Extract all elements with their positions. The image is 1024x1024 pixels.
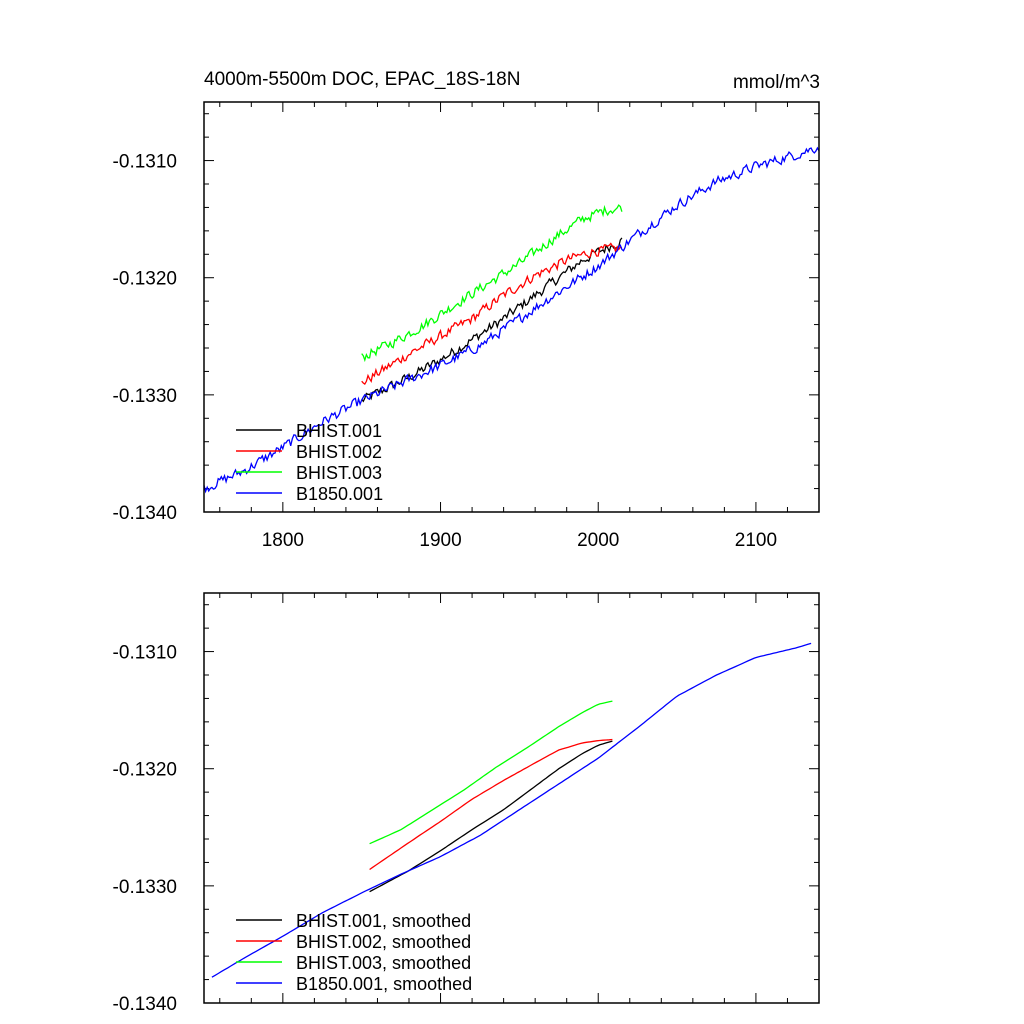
x-tick-label: 2100 [735,530,777,551]
series-line-bhist-003-smoothed [369,700,613,845]
legend-label: BHIST.002 [296,442,382,462]
x-tick-label: 2000 [577,530,619,551]
y-tick-label: -0.1330 [113,877,177,898]
series-line-b1850-001-smoothed [211,642,812,978]
legend-label: B1850.001, smoothed [296,974,472,994]
series-line-b1850-001 [203,146,820,494]
series-line-bhist-002-smoothed [369,738,613,871]
legend-label: B1850.001 [296,484,383,504]
legend-label: BHIST.001, smoothed [296,911,471,931]
plot-frame [203,101,820,513]
x-tick-label: 1900 [419,530,461,551]
legend-label: BHIST.002, smoothed [296,932,471,952]
plot-frame [203,592,820,1004]
y-tick-label: -0.1340 [113,503,177,524]
series-line-bhist-003 [361,204,623,363]
units-label: mmol/m^3 [733,72,820,93]
y-tick-label: -0.1330 [113,386,177,407]
y-tick-label: -0.1320 [113,269,177,290]
x-tick-label: 1800 [262,530,304,551]
legend-label: BHIST.001 [296,421,382,441]
series-line-bhist-001 [361,237,623,403]
y-tick-label: -0.1310 [113,152,177,173]
series-line-bhist-002 [361,242,623,386]
legend-label: BHIST.003 [296,463,382,483]
series-line-bhist-001-smoothed [369,740,613,893]
bottom-panel: -0.1340 -0.1330 -0.1320 -0.1310 BHIST.001, … [113,592,820,1015]
chart-title: 4000m-5500m DOC, EPAC_18S-18N [204,69,520,90]
y-tick-label: -0.1340 [113,994,177,1015]
top-panel: 4000m-5500m DOC, EPAC_18S-18N mmol/m^3 1… [113,69,820,551]
y-tick-label: -0.1310 [113,643,177,664]
y-tick-label: -0.1320 [113,760,177,781]
legend-label: BHIST.003, smoothed [296,953,471,973]
